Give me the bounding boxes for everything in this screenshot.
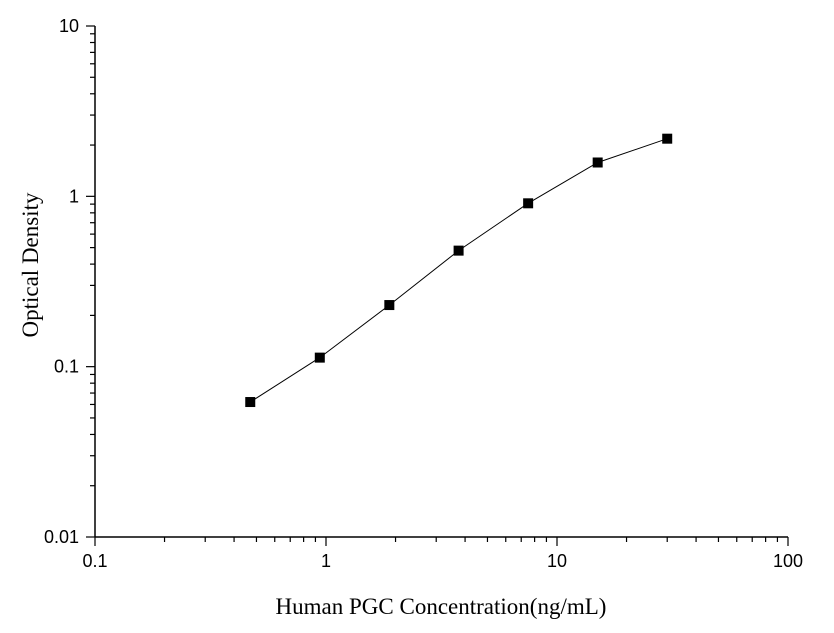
ticks	[86, 25, 789, 546]
y-tick-label: 1	[69, 186, 79, 206]
y-tick-label: 0.01	[44, 527, 79, 547]
data-point	[523, 198, 534, 209]
data-point	[662, 133, 673, 144]
series-line	[250, 138, 668, 403]
data-point	[453, 245, 464, 256]
y-axis-title: Optical Density	[18, 192, 43, 337]
x-tick-label: 0.1	[82, 551, 107, 571]
axes	[94, 26, 788, 538]
data-point	[245, 397, 256, 408]
x-tick-label: 100	[773, 551, 803, 571]
data-point	[314, 352, 325, 363]
x-tick-label: 1	[321, 551, 331, 571]
data-point	[592, 157, 603, 168]
x-tick-label: 10	[547, 551, 567, 571]
data-point	[384, 300, 395, 311]
y-tick-label: 10	[59, 16, 79, 36]
y-tick-label: 0.1	[54, 357, 79, 377]
series	[245, 133, 673, 408]
x-axis-title: Human PGC Concentration(ng/mL)	[276, 594, 607, 619]
